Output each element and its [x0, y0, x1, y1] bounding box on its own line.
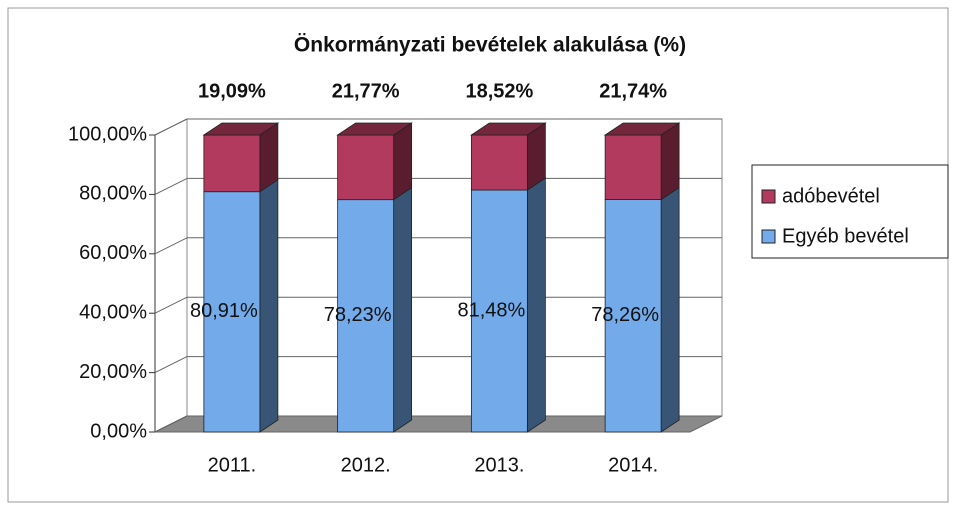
x-tick-label: 2012. [341, 454, 391, 476]
legend [751, 164, 949, 259]
data-label: 81,48% [457, 299, 525, 321]
bar-top [336, 122, 413, 136]
bar-side [526, 177, 546, 433]
bar-top [470, 122, 547, 136]
x-tick-label: 2014. [608, 454, 658, 476]
bar-side [393, 186, 413, 433]
bar [604, 134, 662, 200]
grid-line [154, 177, 188, 195]
data-label: 21,77% [332, 80, 400, 102]
bar [203, 191, 261, 433]
bar-side [393, 122, 413, 201]
grid-line [154, 296, 188, 314]
chart-title: Önkormányzati bevételek alakulása (%) [294, 34, 686, 57]
side-wall [154, 118, 188, 433]
x-tick-label: 2011. [208, 454, 257, 476]
data-label: 78,26% [591, 304, 659, 326]
grid-line [154, 118, 188, 136]
y-tick-label: 100,00% [68, 123, 147, 145]
bar [337, 199, 395, 433]
data-label: 18,52% [465, 80, 533, 102]
grid-line [154, 415, 188, 433]
bar-side [660, 122, 680, 201]
grid-line [154, 356, 188, 374]
bar [203, 134, 261, 193]
bar [470, 134, 528, 191]
y-tick-label: 20,00% [79, 361, 147, 383]
bar [604, 199, 662, 433]
x-tick-label: 2013. [474, 454, 524, 476]
bar-top [603, 122, 681, 136]
legend-label: Egyéb bevétel [782, 225, 909, 247]
legend-swatch [761, 229, 776, 244]
y-tick-label: 60,00% [79, 242, 147, 264]
y-tick-label: 0,00% [90, 420, 147, 442]
bar [337, 134, 395, 201]
y-tick-label: 40,00% [79, 301, 147, 323]
data-label: 21,74% [599, 80, 667, 102]
data-label: 80,91% [190, 300, 258, 322]
grid-line [154, 237, 188, 255]
bar-side [660, 186, 680, 433]
y-tick-label: 80,00% [79, 183, 147, 205]
bar-top [202, 122, 280, 136]
legend-label: adóbevétel [782, 185, 880, 207]
bar [470, 189, 528, 433]
legend-swatch [761, 189, 776, 204]
bar-side [259, 178, 279, 433]
data-label: 19,09% [198, 80, 266, 102]
data-label: 78,23% [324, 304, 392, 326]
